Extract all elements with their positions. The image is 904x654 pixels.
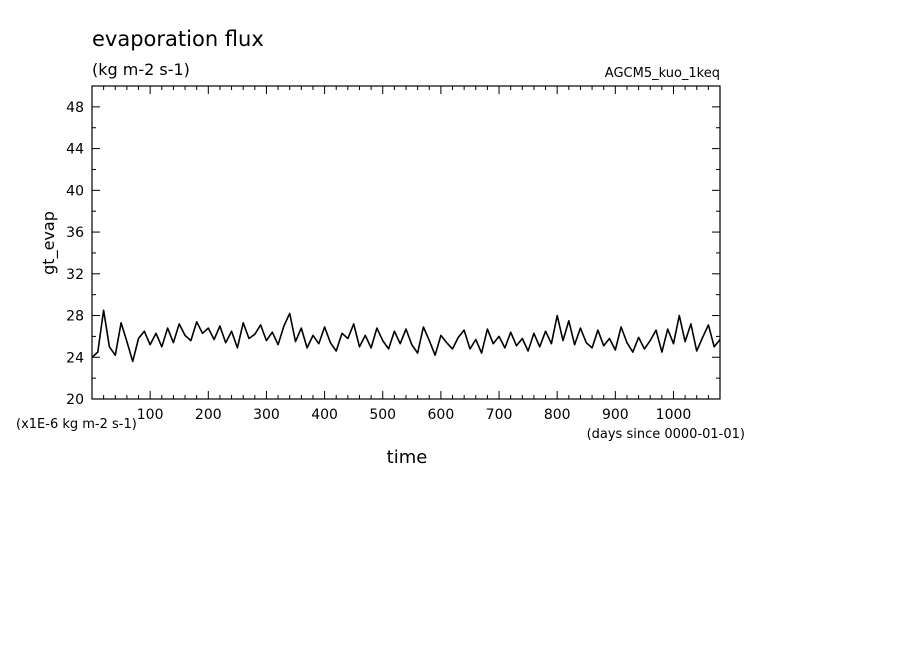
x-tick-label: 900: [602, 407, 629, 423]
x-tick-label: 600: [428, 407, 455, 423]
x-tick-label: 100: [137, 407, 164, 423]
plot-area: [91, 85, 721, 400]
x-tick-label: 400: [311, 407, 338, 423]
x-axis-label: time: [387, 447, 428, 468]
y-tick-label: 40: [66, 183, 84, 199]
y-axis-label: gt_evap: [39, 211, 59, 275]
series-group: [91, 309, 721, 363]
x-tick-label: 700: [486, 407, 513, 423]
x-tick-label: 300: [253, 407, 280, 423]
axis-ticks: 20 24 28 32 36 40 44 48 100 200 300 400 500 600 700 800…: [66, 85, 720, 423]
run-label: AGCM5_kuo_1keq: [605, 66, 720, 81]
y-tick-label: 48: [66, 100, 84, 116]
chart-title: evaporation flux: [92, 27, 264, 51]
series-line-0: [91, 309, 721, 363]
x-tick-label: 200: [195, 407, 222, 423]
y-tick-label: 20: [66, 392, 84, 408]
y-tick-label: 28: [66, 309, 84, 325]
y-tick-label: 36: [66, 225, 84, 241]
x-tick-label: 500: [369, 407, 396, 423]
x-axis-units: (days since 0000-01-01): [587, 427, 745, 442]
y-tick-label: 32: [66, 267, 84, 283]
chart-subtitle: (kg m-2 s-1): [92, 60, 190, 79]
y-tick-label: 44: [66, 142, 84, 158]
x-tick-label: 800: [544, 407, 571, 423]
x-tick-label: 1000: [656, 407, 692, 423]
y-axis-units: (x1E-6 kg m-2 s-1): [16, 417, 137, 432]
y-tick-label: 24: [66, 350, 84, 366]
